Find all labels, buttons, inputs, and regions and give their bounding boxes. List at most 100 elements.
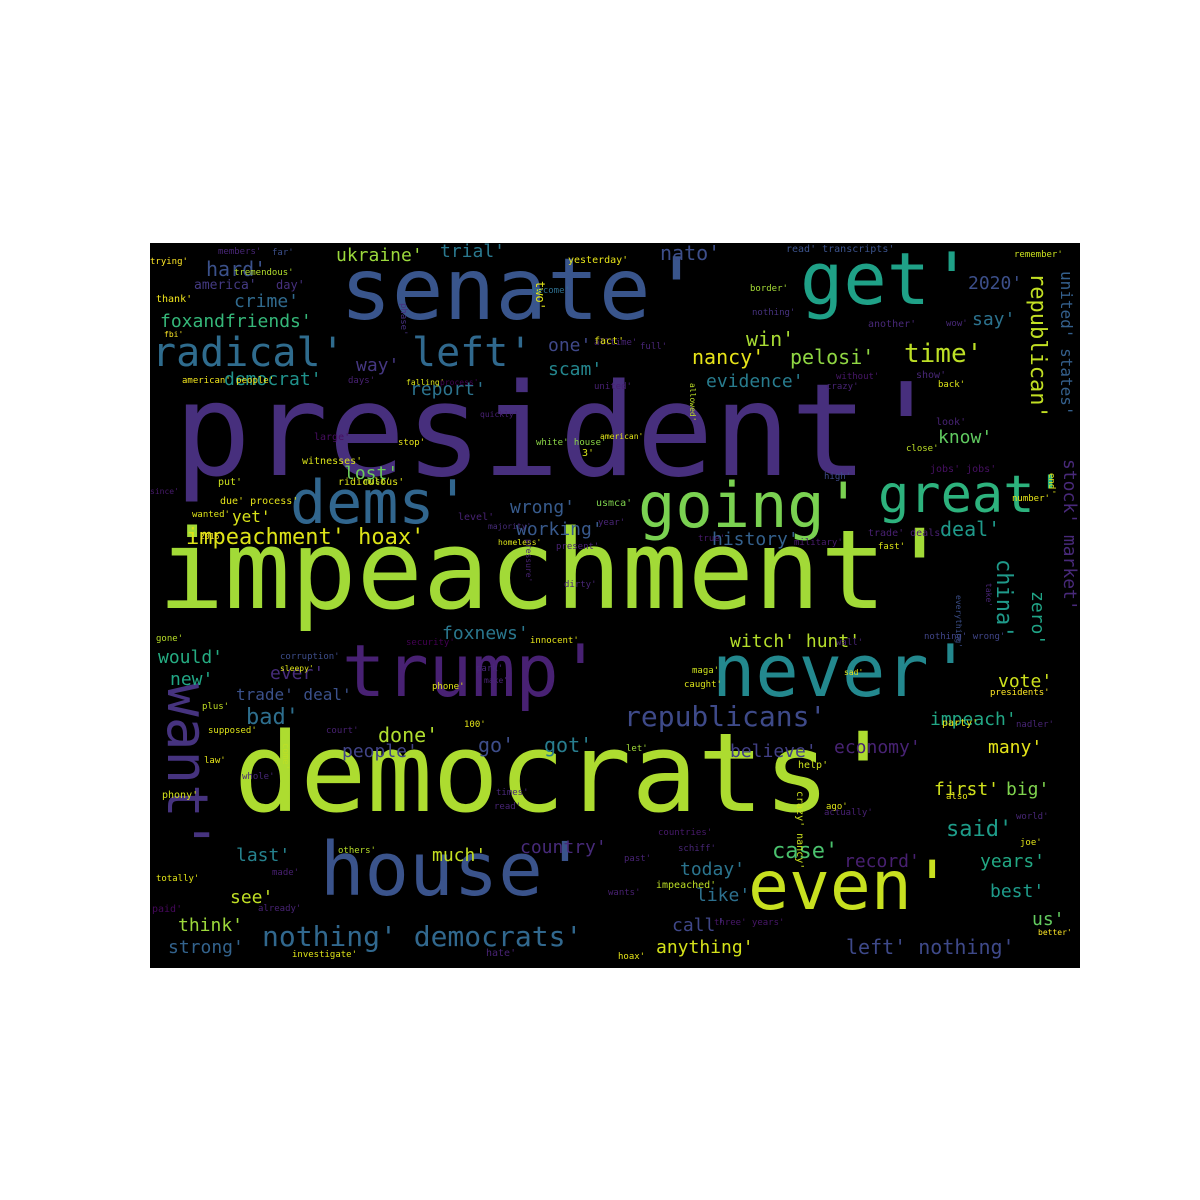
word: thank' <box>156 294 193 305</box>
word: made' <box>272 868 300 878</box>
word: president' <box>174 357 945 506</box>
word: help' <box>798 760 829 771</box>
word: put' <box>218 477 243 488</box>
word: know' <box>938 427 993 448</box>
word: since' <box>150 487 179 496</box>
word: wall' <box>836 638 864 648</box>
word: impeachment' hoax' <box>186 525 425 550</box>
word: last' <box>236 845 291 866</box>
word: pelosi' <box>790 345 875 369</box>
word: foxandfriends' <box>160 311 312 332</box>
word: believe' <box>730 741 817 762</box>
word: house' <box>320 827 588 913</box>
word: nato' <box>660 243 721 265</box>
word: remember' <box>1014 250 1063 260</box>
word: supposed' <box>208 726 257 736</box>
word: number' <box>1012 494 1050 504</box>
word: majority' <box>488 522 532 531</box>
word: like' <box>696 885 751 906</box>
word: paid' <box>152 904 183 915</box>
word: case' <box>772 839 839 864</box>
word: dirty' <box>564 580 597 590</box>
word: maga' <box>692 666 720 676</box>
word: three' years' <box>714 918 785 928</box>
word: ago' <box>826 802 848 812</box>
word: large' <box>314 432 351 443</box>
word: must' <box>364 477 392 487</box>
word: impeach' <box>930 709 1017 730</box>
word: big' <box>1006 779 1050 800</box>
word: far' <box>272 248 294 258</box>
word: end' <box>1046 473 1056 495</box>
word: gone' <box>156 634 184 644</box>
word: days' <box>348 376 376 386</box>
word: park' <box>476 664 504 674</box>
word: crazy' <box>826 382 859 392</box>
word: china' <box>991 559 1016 639</box>
word: call' <box>672 915 727 936</box>
word: done' <box>378 723 439 747</box>
word: strong' <box>168 937 244 958</box>
word: us' <box>1032 909 1065 930</box>
word: evidence' <box>706 371 804 392</box>
word: show' <box>916 370 947 381</box>
word: get' <box>800 243 974 321</box>
word: trying' <box>150 257 188 267</box>
word: high' <box>824 472 852 482</box>
word: better' <box>1038 928 1072 937</box>
word: border' <box>750 284 788 294</box>
word: deal' <box>940 517 1001 541</box>
word: dems' <box>290 468 471 538</box>
word: allowed' <box>688 383 697 422</box>
word: fact' <box>594 336 625 347</box>
word: day' <box>276 278 305 292</box>
word: go' <box>478 733 515 757</box>
word: countries' <box>658 828 713 838</box>
word: another' <box>868 319 917 330</box>
word: read' <box>494 802 522 812</box>
word: win' <box>746 327 795 351</box>
word: sleepy' <box>280 664 314 673</box>
word: times' <box>496 788 529 798</box>
word: fbi' <box>164 330 184 339</box>
word: homeless' <box>498 538 542 547</box>
word: hate' <box>486 948 517 959</box>
word: republicans' <box>624 700 827 733</box>
word: usmca' <box>596 498 633 509</box>
word: left' nothing' <box>846 935 1015 959</box>
word: trump' <box>342 629 603 713</box>
word: impeached' <box>656 880 717 891</box>
word: close' <box>906 444 939 454</box>
word: ridiculous' <box>338 477 405 488</box>
word: united' <box>594 382 632 392</box>
word: report' <box>410 379 486 400</box>
word: corruption' <box>280 652 340 662</box>
word: witch' hunt' <box>730 631 861 652</box>
word: presidents' <box>990 688 1050 698</box>
word: democrat' <box>224 369 322 390</box>
word: american' people' <box>182 376 275 386</box>
word: say' <box>972 309 1016 330</box>
word: yesterday' <box>568 255 629 266</box>
word: lost' <box>344 463 399 484</box>
word: phase' <box>398 303 408 336</box>
word: become' <box>532 286 570 296</box>
word: jobs' jobs' <box>930 464 997 475</box>
word: going' <box>638 469 862 542</box>
word: crazy' nancy' <box>794 791 805 870</box>
word: party' <box>942 718 979 729</box>
word: first' <box>934 779 1000 800</box>
word: crime' <box>234 291 300 312</box>
word: security' <box>406 638 455 648</box>
word: come' <box>280 743 290 771</box>
word: think' <box>178 915 244 936</box>
word: today' <box>680 859 746 880</box>
word: make' <box>484 676 509 685</box>
word: innocent' <box>530 636 579 646</box>
word: law' <box>204 756 226 766</box>
word: nothing' wrong' <box>924 632 1006 642</box>
word: 3' <box>582 448 595 459</box>
word: left' <box>412 330 533 376</box>
word: true' <box>698 534 726 544</box>
word: new' <box>170 669 214 690</box>
